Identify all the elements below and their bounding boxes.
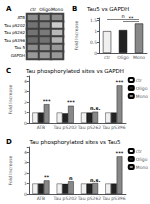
svg-text:Tau pS202: Tau pS202 [53,125,77,130]
svg-text:C: C [6,67,11,75]
svg-text:ATB: ATB [37,196,46,201]
svg-text:ctr: ctr [30,7,36,12]
svg-text:***: *** [116,150,124,156]
svg-text:0: 0 [24,121,27,126]
svg-text:ctr: ctr [136,78,142,83]
svg-text:D: D [6,138,12,146]
svg-text:Tau pS396: Tau pS396 [101,125,125,130]
svg-text:***: *** [43,98,51,104]
svg-text:Oligo: Oligo [136,86,148,91]
svg-text:GAPDH: GAPDH [11,53,25,58]
svg-text:Fold Increase: Fold Increase [8,84,13,114]
svg-text:0.5: 0.5 [90,40,97,45]
svg-text:Oligo: Oligo [117,55,129,60]
svg-text:Tau 5: Tau 5 [13,45,25,50]
svg-text:Mono: Mono [136,94,148,99]
svg-text:Tau pS262: Tau pS262 [77,125,101,130]
svg-text:Mono: Mono [51,7,63,12]
svg-text:Mono: Mono [133,55,145,60]
svg-text:1: 1 [24,181,27,186]
svg-text:**: ** [129,15,135,21]
svg-text:3: 3 [24,160,27,165]
svg-text:Mono: Mono [136,165,148,170]
svg-text:Tau pS262: Tau pS262 [77,196,101,201]
svg-text:Tau phosphorylated sites vs GA: Tau phosphorylated sites vs GAPDH [25,68,124,75]
svg-text:n.s.: n.s. [90,177,100,183]
svg-text:A: A [6,5,12,13]
svg-text:***: *** [116,79,124,85]
svg-text:ATB: ATB [37,125,46,130]
svg-text:Fold Increase: Fold Increase [74,20,79,50]
svg-text:***: *** [67,99,75,105]
svg-text:0: 0 [24,192,27,197]
svg-text:Tau pS396: Tau pS396 [3,38,25,43]
svg-text:n: n [121,13,124,19]
svg-text:Fold Increase: Fold Increase [8,155,13,185]
svg-text:ctr: ctr [104,55,110,60]
svg-text:Tau pS202: Tau pS202 [53,196,77,201]
svg-text:**: ** [44,174,50,180]
svg-text:Tau pS202: Tau pS202 [3,23,25,28]
svg-text:n.s.: n.s. [90,105,100,111]
svg-text:2: 2 [24,171,27,176]
svg-text:ATB: ATB [17,15,25,20]
svg-text:Tau pS262: Tau pS262 [3,30,25,35]
svg-text:3: 3 [24,89,27,94]
svg-text:ctr: ctr [136,149,142,154]
svg-text:2: 2 [24,100,27,105]
svg-text:Oligo: Oligo [136,157,148,162]
svg-text:1: 1 [94,29,97,34]
svg-text:0: 0 [94,51,97,56]
svg-text:Tau pS396: Tau pS396 [101,196,125,201]
svg-text:4: 4 [24,150,27,155]
svg-text:Tau phosphorylated sites vs Ta: Tau phosphorylated sites vs Tau5 [28,139,121,146]
svg-text:1: 1 [24,110,27,115]
svg-text:B: B [72,5,77,13]
svg-text:n: n [69,175,73,181]
svg-text:1.5: 1.5 [90,18,97,23]
svg-text:Oligo: Oligo [39,7,51,12]
svg-text:4: 4 [24,79,27,84]
svg-text:Tau5 vs GAPDH: Tau5 vs GAPDH [86,6,129,12]
